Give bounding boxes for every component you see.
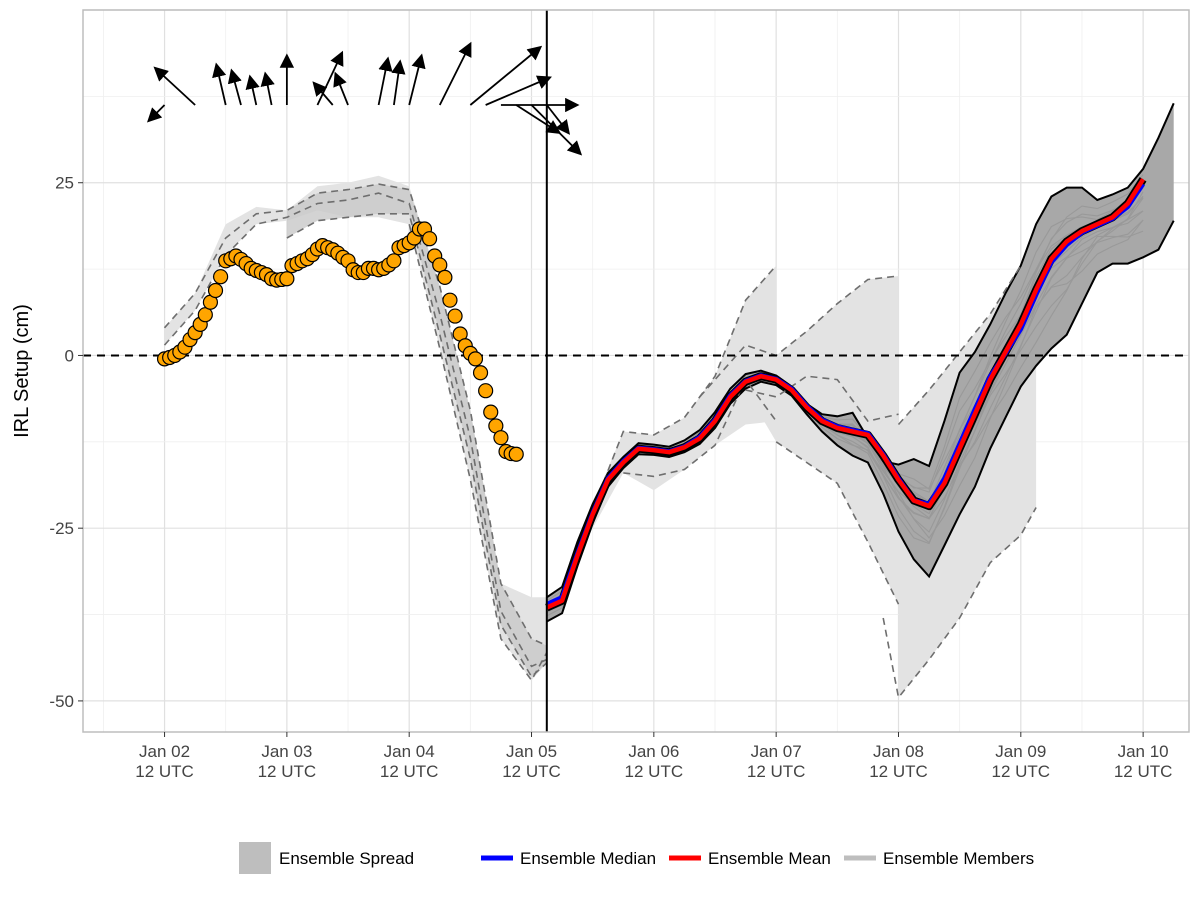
wind-arrow: [377, 56, 393, 106]
ensemble-mean-line: [545, 178, 1146, 610]
x-tick-label-date: Jan 04: [384, 742, 435, 761]
x-tick-label-date: Jan 06: [628, 742, 679, 761]
observed-points: [156, 221, 524, 462]
x-tick-label-date: Jan 02: [139, 742, 190, 761]
legend-item-spread: Ensemble Spread: [239, 842, 414, 874]
prior-forecast-line: [882, 507, 1037, 700]
legend-swatch-spread: [239, 842, 271, 874]
prior-spread-band-3: [745, 276, 899, 605]
x-tick-label-date: Jan 08: [873, 742, 924, 761]
x-tick-label-date: Jan 07: [751, 742, 802, 761]
prior-spread-band-2: [577, 265, 777, 556]
observed-point: [437, 269, 453, 285]
prior-forecast-line: [897, 265, 1022, 426]
x-tick-label-date: Jan 10: [1118, 742, 1169, 761]
wind-arrow: [245, 74, 260, 106]
wind-arrow: [408, 53, 426, 106]
x-tick-label-date: Jan 03: [261, 742, 312, 761]
legend-label-median: Ensemble Median: [520, 849, 656, 868]
y-tick-label: 0: [65, 346, 74, 365]
wind-arrow: [227, 68, 242, 106]
observed-point: [478, 383, 494, 399]
x-tick-label-time: 12 UTC: [625, 762, 684, 781]
observed-point: [508, 446, 524, 462]
x-tick-label-time: 12 UTC: [1114, 762, 1173, 781]
legend-item-members: Ensemble Members: [844, 849, 1034, 868]
prior-forecast-line: [286, 213, 548, 678]
wind-arrow: [515, 104, 562, 134]
wind-arrow: [546, 104, 571, 135]
prior-forecast-line: [699, 275, 899, 398]
legend-item-mean: Ensemble Mean: [669, 849, 831, 868]
observed-point: [493, 430, 509, 446]
forecast-lines: [545, 177, 1147, 612]
legend-label-mean: Ensemble Mean: [708, 849, 831, 868]
legend-label-members: Ensemble Members: [883, 849, 1034, 868]
x-tick-label-time: 12 UTC: [502, 762, 561, 781]
x-tick-label-time: 12 UTC: [992, 762, 1051, 781]
wind-arrow: [485, 75, 552, 106]
observed-point: [207, 282, 224, 299]
wind-arrow: [312, 81, 334, 106]
spread-upper-bound: [546, 102, 1175, 599]
observed-point: [442, 292, 458, 308]
prior-forecast-line: [163, 192, 548, 668]
x-tick-label-time: 12 UTC: [380, 762, 439, 781]
wind-arrow: [147, 104, 166, 123]
prior-forecast-line: [576, 265, 777, 550]
x-tick-label-time: 12 UTC: [258, 762, 317, 781]
y-axis-title: IRL Setup (cm): [11, 304, 33, 438]
observed-point: [213, 269, 229, 285]
x-tick-label-time: 12 UTC: [869, 762, 928, 781]
observed-point: [279, 271, 295, 287]
wind-arrow: [469, 45, 543, 106]
observed-point: [447, 308, 463, 324]
wind-vectors: [147, 41, 583, 156]
prior-forecast-line: [623, 378, 777, 478]
y-tick-label: -25: [49, 519, 74, 538]
wind-arrow: [438, 41, 472, 106]
observed-point: [472, 365, 489, 381]
wind-arrow: [260, 71, 275, 106]
x-tick-label-date: Jan 09: [995, 742, 1046, 761]
prior-forecast-lines: [163, 183, 1037, 700]
y-tick-label: 25: [55, 174, 74, 193]
wind-arrow: [153, 66, 196, 106]
wind-arrow: [212, 62, 227, 106]
spread-lower-bound: [546, 220, 1175, 623]
x-tick-label-date: Jan 05: [506, 742, 557, 761]
prior-spread-core-1: [286, 184, 547, 677]
observed-point: [386, 253, 402, 269]
legend-label-spread: Ensemble Spread: [279, 849, 414, 868]
x-tick-label-time: 12 UTC: [747, 762, 806, 781]
prior-forecast-line: [775, 441, 900, 605]
observed-point: [467, 351, 484, 367]
prior-forecast-line: [745, 375, 899, 422]
observed-point: [483, 404, 499, 420]
wind-arrow: [391, 59, 406, 106]
prior-forecast-line: [408, 224, 548, 682]
x-tick-label-time: 12 UTC: [135, 762, 194, 781]
plot-border: [82, 9, 1190, 733]
legend-item-median: Ensemble Median: [481, 849, 656, 868]
observed-point: [421, 231, 438, 247]
y-tick-label: -50: [49, 692, 74, 711]
legend: Ensemble Spread Ensemble Median Ensemble…: [239, 842, 1034, 874]
wind-arrow: [333, 71, 349, 106]
